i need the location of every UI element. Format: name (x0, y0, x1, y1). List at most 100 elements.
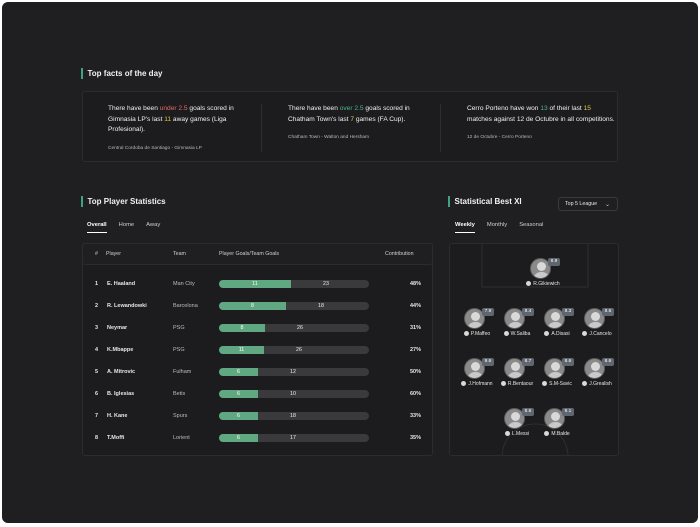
club-crest-icon (500, 381, 506, 386)
fact-item[interactable]: There have been over 2.5 goals scored in… (288, 104, 438, 140)
table-row[interactable]: 8 T.Moffi Lorient 6 17 35% (82, 428, 433, 450)
table-row[interactable]: 3 Neymar PSG 8 26 31% (82, 318, 433, 340)
fact-highlight: over 2.5 (339, 105, 364, 112)
club-crest-icon (461, 381, 467, 386)
player-label: J.Cancelo (571, 331, 618, 337)
club-crest-icon (582, 381, 588, 386)
player-name: M.Balde (551, 431, 570, 437)
goals-bar-track: 6 10 (219, 390, 369, 398)
row-contribution: 44% (409, 303, 421, 309)
league-dropdown-label: Top 5 League (565, 201, 598, 207)
goals-bar-fill: 6 (219, 390, 258, 398)
row-rank: 5 (95, 369, 99, 375)
row-player: T.Moffi (107, 435, 125, 441)
fact-match: Chatham Town - Walton and Hersham (288, 135, 370, 140)
player-rating: 9.6 (482, 358, 494, 366)
best-xi-title: Statistical Best XI (454, 197, 522, 206)
row-team: Man City (173, 281, 195, 287)
section-accent-bar (448, 196, 450, 207)
player-rating: 8.6 (602, 358, 614, 366)
league-dropdown[interactable]: Top 5 League ⌄ (558, 197, 618, 211)
player-rating: 8.3 (562, 308, 574, 316)
team-goals: 12 (290, 369, 296, 375)
fact-highlight: under 2.5 (159, 105, 188, 112)
table-row[interactable]: 4 K.Mbappe PSG 11 26 27% (82, 340, 433, 362)
team-goals: 26 (297, 325, 303, 331)
header-player[interactable]: Player (106, 251, 122, 257)
tab-seasonal[interactable]: Seasonal (519, 222, 544, 228)
row-rank: 6 (95, 391, 99, 397)
player-rating: 8.6 (602, 308, 614, 316)
table-row[interactable]: 6 B. Iglesias Betis 6 10 60% (82, 384, 433, 406)
avatar (464, 308, 485, 329)
player-rating: 8.6 (522, 408, 534, 416)
goals-bar-fill: 6 (219, 368, 258, 376)
player-name: P.Maffeo (470, 331, 491, 337)
row-player: A. Mitrovic (107, 369, 136, 375)
fact-item[interactable]: There have been under 2.5 goals scored i… (108, 104, 258, 151)
header-goals[interactable]: Player Goals/Team Goals (219, 251, 280, 257)
best-xi-section-title: Statistical Best XI (448, 196, 522, 207)
player-stats-tabs: Overall Home Away (87, 222, 172, 233)
lineup-player[interactable]: 8.6 J.Cancelo (576, 308, 616, 344)
player-name: R.Bentaour (507, 381, 534, 387)
avatar (584, 308, 605, 329)
team-goals: 10 (290, 391, 296, 397)
avatar (544, 308, 565, 329)
player-label: A.Disasi (531, 331, 583, 337)
club-crest-icon (582, 331, 588, 336)
player-name: R.Gikiewich (533, 281, 560, 287)
row-contribution: 60% (409, 391, 421, 397)
fact-item[interactable]: Cerro Porteno have won 13 of their last … (467, 104, 617, 140)
lineup-player[interactable]: 8.7 R.Bentaour (496, 358, 536, 394)
row-contribution: 33% (409, 413, 421, 419)
lineup-player[interactable]: 9.6 J.Hofmann (456, 358, 496, 394)
tab-weekly[interactable]: Weekly (455, 222, 475, 233)
lineup-player[interactable]: 8.6 L.Messi (496, 408, 536, 444)
table-row[interactable]: 2 R. Lewandowki Barcelona 8 18 44% (82, 296, 433, 318)
table-row[interactable]: 1 E. Haaland Man City 11 23 48% (82, 274, 433, 296)
lineup-player[interactable]: 8.9 R.Gikiewich (522, 258, 562, 294)
player-label: L.Messi (491, 431, 543, 437)
club-crest-icon (526, 281, 532, 286)
tab-overall[interactable]: Overall (87, 222, 107, 233)
row-team: Fulham (173, 369, 192, 375)
player-goals: 6 (237, 413, 240, 419)
lineup-player[interactable]: 8.6 J.Grealish (576, 358, 616, 394)
row-player: H. Kane (107, 413, 128, 419)
row-contribution: 50% (409, 369, 421, 375)
player-goals: 8 (240, 325, 244, 331)
table-row[interactable]: 5 A. Mitrovic Fulham 6 12 50% (82, 362, 433, 384)
facts-card (82, 91, 618, 162)
player-stats-title: Top Player Statistics (87, 197, 166, 206)
lineup-player[interactable]: 7.9 P.Maffeo (456, 308, 496, 344)
goals-bar-fill: 6 (219, 412, 258, 420)
goals-bar-track: 6 17 (219, 434, 369, 442)
club-crest-icon (544, 331, 550, 336)
table-row[interactable]: 7 H. Kane Spurs 6 18 33% (82, 406, 433, 428)
avatar (544, 358, 565, 379)
avatar (530, 258, 551, 279)
lineup-player[interactable]: 9.1 M.Balde (536, 408, 576, 444)
player-label: J.Hofmann (451, 381, 503, 387)
tab-monthly[interactable]: Monthly (486, 222, 508, 228)
row-player: B. Iglesias (107, 391, 135, 397)
goals-bar-track: 6 12 (219, 368, 369, 376)
goals-bar-fill: 8 (219, 302, 286, 310)
goals-bar-fill: 11 (219, 280, 291, 288)
player-rating: 8.7 (522, 358, 534, 366)
player-name: J.Cancelo (589, 331, 612, 337)
player-label: R.Bentaour (491, 381, 543, 387)
player-label: J.Grealish (571, 381, 618, 387)
row-rank: 4 (95, 347, 99, 353)
goals-bar-track: 11 26 (219, 346, 369, 354)
lineup-player[interactable]: 8.3 A.Disasi (536, 308, 576, 344)
header-contribution[interactable]: Contribution (385, 251, 414, 257)
header-team[interactable]: Team (173, 251, 186, 257)
club-crest-icon (504, 431, 510, 436)
player-name: W.Saliba (510, 331, 531, 337)
lineup-player[interactable]: 8.6 S.M-Savic (536, 358, 576, 394)
lineup-player[interactable]: 8.4 W.Saliba (496, 308, 536, 344)
tab-home[interactable]: Home (118, 222, 135, 228)
tab-away[interactable]: Away (146, 222, 161, 228)
